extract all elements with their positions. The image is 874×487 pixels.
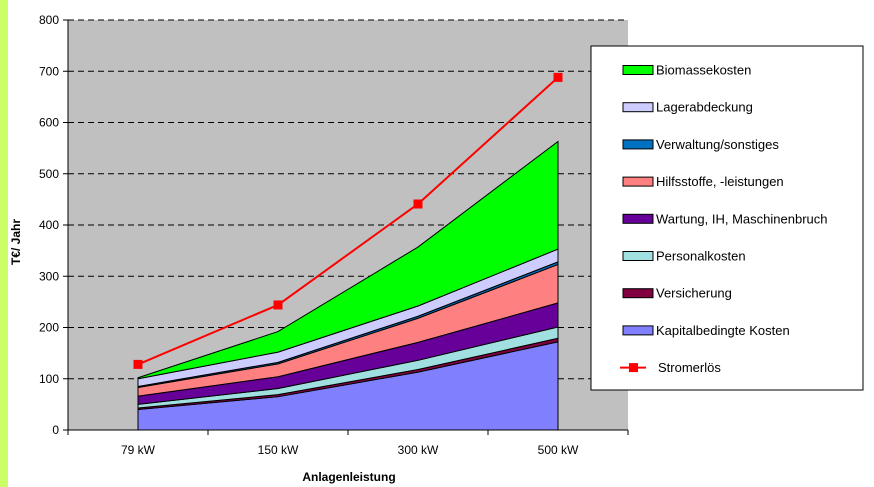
x-tick-label: 150 kW (258, 443, 299, 457)
legend-label: Stromerlös (658, 360, 721, 375)
line-point (553, 72, 563, 82)
line-point (413, 199, 423, 209)
y-tick-label: 0 (52, 423, 59, 437)
y-tick-label: 800 (39, 13, 59, 27)
legend-swatch (622, 139, 654, 150)
y-tick-label: 300 (39, 269, 59, 283)
legend: Biomassekosten Lagerabdeckung Verwaltung/s… (590, 45, 864, 391)
legend-item: Wartung, IH, Maschinenbruch (622, 211, 827, 226)
y-tick-label: 100 (39, 372, 59, 386)
axes: 0 100 200 300 400 500 600 700 800 79 kW 150 kW 300 … (39, 13, 629, 457)
legend-swatch (622, 176, 654, 187)
y-tick-label: 400 (39, 218, 59, 232)
legend-swatch (622, 65, 654, 75)
legend-swatch (622, 251, 654, 261)
x-tick-label: 500 kW (538, 443, 579, 457)
y-tick-label: 700 (39, 64, 59, 78)
y-tick-label: 600 (39, 116, 59, 130)
y-tick-label: 200 (39, 321, 59, 335)
line-stromerloes (137, 76, 559, 366)
legend-swatch (622, 102, 654, 113)
legend-label: Versicherung (656, 286, 732, 301)
area-biomassekosten (137, 140, 559, 380)
legend-item: Versicherung (622, 286, 732, 301)
x-axis-label: Anlagenleistung (302, 470, 395, 484)
line-series (133, 72, 563, 369)
legend-item: Kapitalbedingte Kosten (622, 323, 790, 338)
legend-item: Hilfsstoffe, -leistungen (622, 174, 784, 189)
left-accent-strip (0, 0, 8, 487)
legend-label: Wartung, IH, Maschinenbruch (656, 211, 827, 226)
y-tick-label: 500 (39, 167, 59, 181)
y-axis-label: T€/ Jahr (9, 219, 23, 265)
legend-swatch (622, 213, 654, 224)
legend-label: Hilfsstoffe, -leistungen (656, 174, 784, 189)
legend-label: Personalkosten (656, 249, 746, 264)
legend-item: Biomassekosten (622, 63, 751, 78)
legend-label: Biomassekosten (656, 63, 751, 78)
legend-item: Personalkosten (622, 249, 746, 264)
legend-swatch (622, 288, 654, 299)
x-tick-label: 300 kW (398, 443, 439, 457)
legend-label: Lagerabdeckung (656, 100, 753, 115)
legend-item: Verwaltung/sonstiges (622, 137, 779, 152)
stacked-areas (137, 140, 559, 431)
line-point (273, 300, 283, 310)
legend-marker (629, 363, 638, 373)
legend-label: Verwaltung/sonstiges (656, 137, 779, 152)
legend-item: Lagerabdeckung (622, 100, 753, 115)
line-point (133, 359, 143, 369)
legend-label: Kapitalbedingte Kosten (656, 323, 790, 338)
legend-item: Stromerlös (620, 360, 721, 375)
x-tick-label: 79 kW (121, 443, 156, 457)
legend-swatch (622, 325, 654, 336)
